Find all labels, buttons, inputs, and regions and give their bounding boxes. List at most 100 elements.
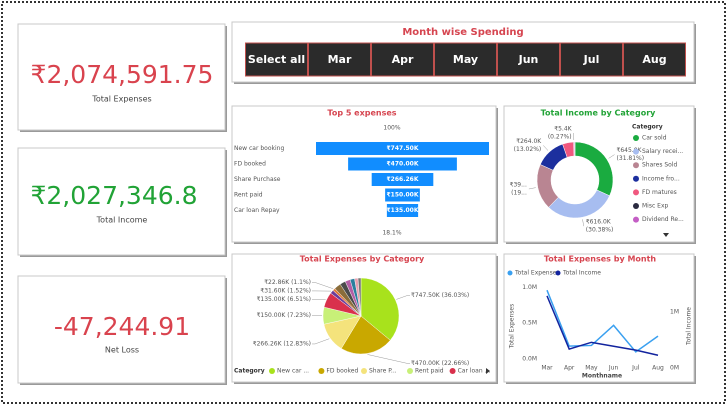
x-tick-label: Aug (652, 365, 664, 372)
leader-line (396, 295, 410, 300)
slicer-label[interactable]: Apr (392, 53, 414, 66)
funnel-bar (385, 188, 420, 202)
legend-title: Category (234, 368, 265, 375)
pie-slice (360, 277, 400, 341)
legend-label: New car ... (277, 368, 309, 375)
value-label: ₹645.0K (617, 147, 643, 154)
legend-marker (633, 135, 639, 141)
legend-label: Misc Exp (642, 203, 669, 210)
funnel-bar (316, 142, 489, 155)
slicer-label[interactable]: Jun (518, 53, 539, 66)
value-label: ₹266.26K (387, 176, 419, 183)
kpi-value: -47,244.91 (54, 312, 190, 341)
value-label: ₹135.00K (6.51%) (257, 296, 311, 303)
leader-line (367, 354, 410, 364)
funnel-top-label: 100% (383, 125, 400, 132)
legend-label: Salary recei... (642, 148, 683, 155)
slicer-button[interactable] (623, 42, 686, 77)
line-series (546, 289, 659, 353)
y-tick-label: 0.5M (522, 320, 537, 327)
donut-slice (573, 141, 576, 157)
legend-label: Dividend Re... (642, 216, 684, 223)
leader-line (582, 219, 585, 227)
y-axis-title: Total Expenses (509, 304, 516, 350)
leader-line (312, 282, 334, 289)
legend-label: Total Expenses (514, 270, 560, 277)
slicer-button[interactable] (245, 42, 308, 77)
slicer-button[interactable] (371, 42, 434, 77)
value-label: ₹150.00K (387, 192, 419, 199)
y2-axis-title: Total Income (686, 307, 693, 346)
kpi-value: ₹2,027,346.8 (31, 181, 198, 210)
value-label: ₹616.0K (586, 219, 612, 226)
chart-title: Top 5 expenses (327, 109, 396, 118)
y2-tick-label: 0M (670, 365, 679, 372)
slicer-button[interactable] (308, 42, 371, 77)
legend-marker (361, 368, 367, 374)
legend-marker (633, 175, 639, 182)
percent-label: (31.81%) (617, 155, 645, 162)
legend-marker (633, 216, 639, 223)
category-label: Rent paid (234, 192, 263, 199)
legend-label: FD booked (326, 368, 358, 375)
legend-marker (555, 270, 561, 276)
chart-title: Total Expenses by Category (300, 255, 425, 264)
x-axis-title: Monthname (582, 373, 622, 380)
legend-label: Total Income (562, 270, 601, 277)
y2-tick-label: 1M (670, 309, 679, 316)
value-label: ₹264.0K (516, 138, 542, 145)
y-tick-label: 0.0M (522, 356, 537, 363)
legend-label: Shares Sold (642, 162, 677, 169)
legend-title: Category (632, 124, 663, 131)
legend-marker (318, 368, 325, 374)
x-tick-label: Jun (608, 365, 619, 372)
category-label: New car booking (234, 145, 284, 152)
kpi-card (17, 23, 226, 131)
slicer-title: Month wise Spending (402, 27, 523, 38)
value-label: ₹135.00K (387, 207, 419, 214)
pie-slice (357, 277, 362, 317)
legend-marker (507, 270, 513, 276)
kpi-label: Total Expenses (91, 95, 151, 104)
line-card (503, 253, 695, 383)
value-label: ₹39... (510, 181, 527, 188)
category-label: FD booked (234, 161, 266, 168)
slicer-label[interactable]: Select all (248, 53, 305, 66)
value-label: ₹266.26K (12.83%) (253, 340, 311, 347)
chart-title: Total Expenses by Month (544, 255, 657, 264)
slicer-label[interactable]: Mar (328, 53, 352, 66)
slicer-buttons: Select all Mar Apr May Jun Jul Aug (245, 42, 686, 77)
x-tick-label: May (585, 365, 598, 372)
chart-title: Total Income by Category (541, 109, 657, 118)
percent-label: (30.38%) (586, 227, 614, 234)
funnel-card (231, 105, 497, 243)
value-label: ₹150.00K (7.23%) (257, 312, 311, 319)
legend-scroll[interactable] (663, 233, 669, 237)
legend-marker (633, 203, 639, 209)
value-label: ₹747.50K (36.03%) (411, 292, 469, 299)
category-label: Car loan Repay (234, 207, 280, 214)
legend-label: Share P... (369, 368, 397, 375)
leader-line (312, 338, 330, 345)
slicer-label[interactable]: May (453, 53, 478, 66)
leader-line (543, 145, 549, 151)
percent-label: (13.02%) (514, 146, 542, 153)
category-label: Share Purchase (234, 176, 281, 183)
slicer-label[interactable]: Jul (583, 53, 600, 66)
legend-scroll[interactable] (486, 368, 490, 374)
leader-line (608, 154, 615, 159)
x-tick-label: Mar (541, 365, 553, 372)
kpi-label: Net Loss (105, 346, 139, 355)
line-series (546, 295, 659, 356)
slicer-button[interactable] (560, 42, 623, 77)
slicer-button[interactable] (434, 42, 497, 77)
value-label: ₹31.60K (1.52%) (260, 287, 311, 294)
slicer-button[interactable] (497, 42, 560, 77)
x-tick-label: Apr (564, 365, 575, 372)
slicer-label[interactable]: Aug (642, 53, 666, 66)
legend-marker (633, 189, 639, 196)
pie-slice (341, 315, 391, 355)
legend-label: FD matures (642, 189, 677, 196)
kpi-value: ₹2,074,591.75 (31, 60, 214, 89)
